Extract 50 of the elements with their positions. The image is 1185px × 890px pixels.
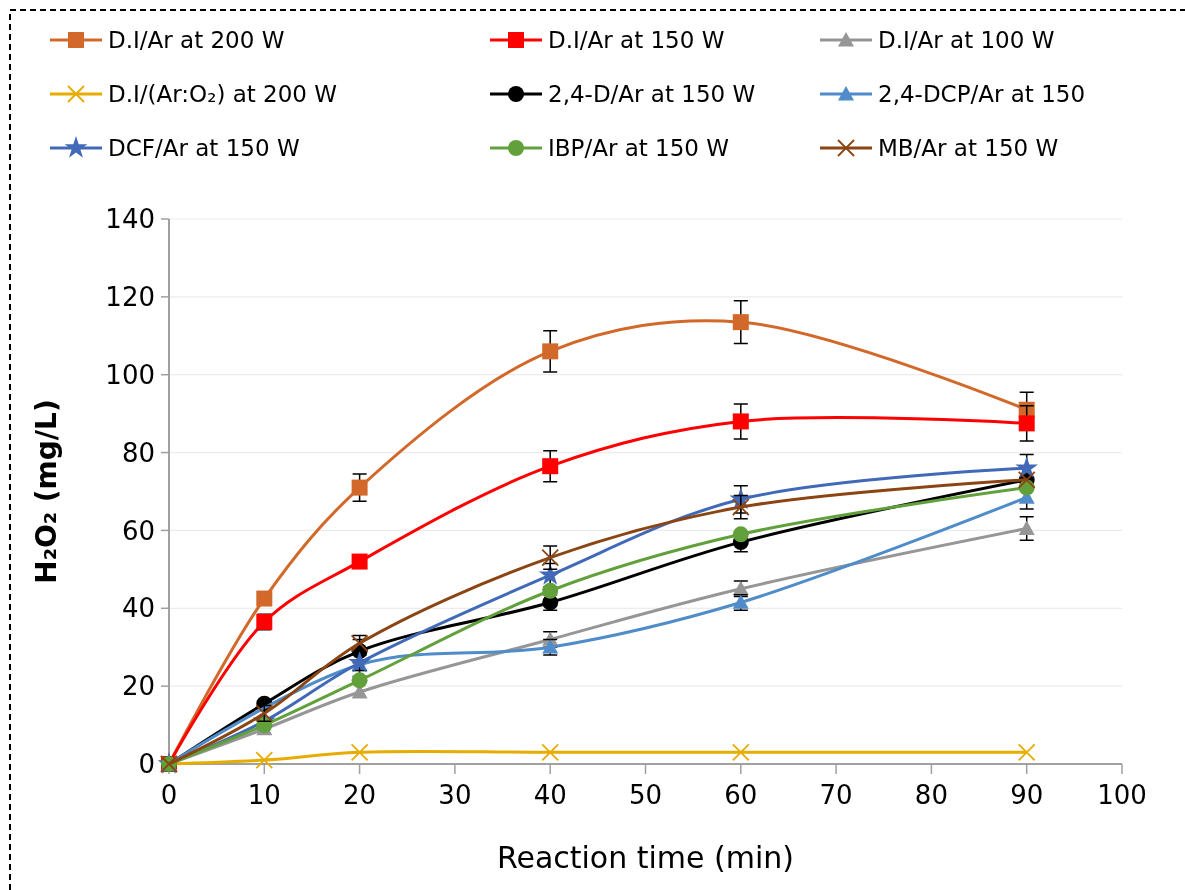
x-tick-label: 30 (438, 780, 472, 810)
point (1018, 415, 1035, 432)
point (1015, 456, 1039, 478)
x-tick-label: 90 (1010, 780, 1044, 810)
y-tick-label: 40 (121, 593, 155, 624)
y-axis-title: H₂O₂ (mg/L) (30, 399, 63, 584)
point (350, 743, 369, 762)
legend-label: 2,4-DCP/Ar at 150 (878, 81, 1086, 108)
point (732, 314, 749, 331)
x-tick-label: 70 (819, 780, 853, 810)
point (541, 548, 560, 567)
x-tick-label: 0 (160, 780, 178, 810)
x-tick-label: 100 (1097, 780, 1147, 810)
point (351, 672, 368, 689)
x-axis-title: Reaction time (min) (496, 840, 795, 875)
x-tick-label: 60 (724, 780, 758, 810)
point (1018, 520, 1035, 535)
point (731, 498, 750, 516)
x-tick-label: 10 (247, 780, 281, 810)
point (255, 751, 274, 770)
y-tick-label: 0 (138, 749, 155, 780)
legend-label: MB/Ar at 150 W (878, 135, 1059, 162)
point (351, 479, 368, 496)
legend-label: D.I/Ar at 100 W (878, 27, 1055, 54)
legend-label: IBP/Ar at 150 W (548, 135, 730, 162)
y-tick-label: 20 (121, 671, 155, 702)
point (542, 458, 559, 475)
legend-label: D.I/(Ar:O₂) at 200 W (108, 81, 338, 108)
point (541, 743, 560, 762)
point (732, 413, 749, 430)
y-tick-label: 120 (105, 281, 155, 312)
point (256, 590, 273, 607)
point (351, 553, 368, 570)
y-tick-label: 60 (121, 515, 155, 546)
legend-label: D.I/Ar at 150 W (548, 27, 725, 54)
point (732, 526, 749, 543)
y-tick-label: 100 (105, 359, 155, 390)
y-tick-label: 80 (121, 437, 155, 468)
legend-label: 2,4-D/Ar at 150 W (548, 81, 756, 108)
point (731, 743, 750, 762)
x-tick-label: 40 (533, 780, 567, 810)
x-tick-label: 20 (343, 780, 377, 810)
legend-label: D.I/Ar at 200 W (108, 27, 285, 54)
x-tick-label: 50 (628, 780, 663, 810)
x-tick-label: 80 (914, 780, 948, 810)
point (542, 582, 559, 599)
legend-label: DCF/Ar at 150 W (108, 135, 300, 162)
point (542, 343, 559, 360)
y-tick-label: 140 (105, 204, 155, 235)
point (1017, 743, 1036, 762)
